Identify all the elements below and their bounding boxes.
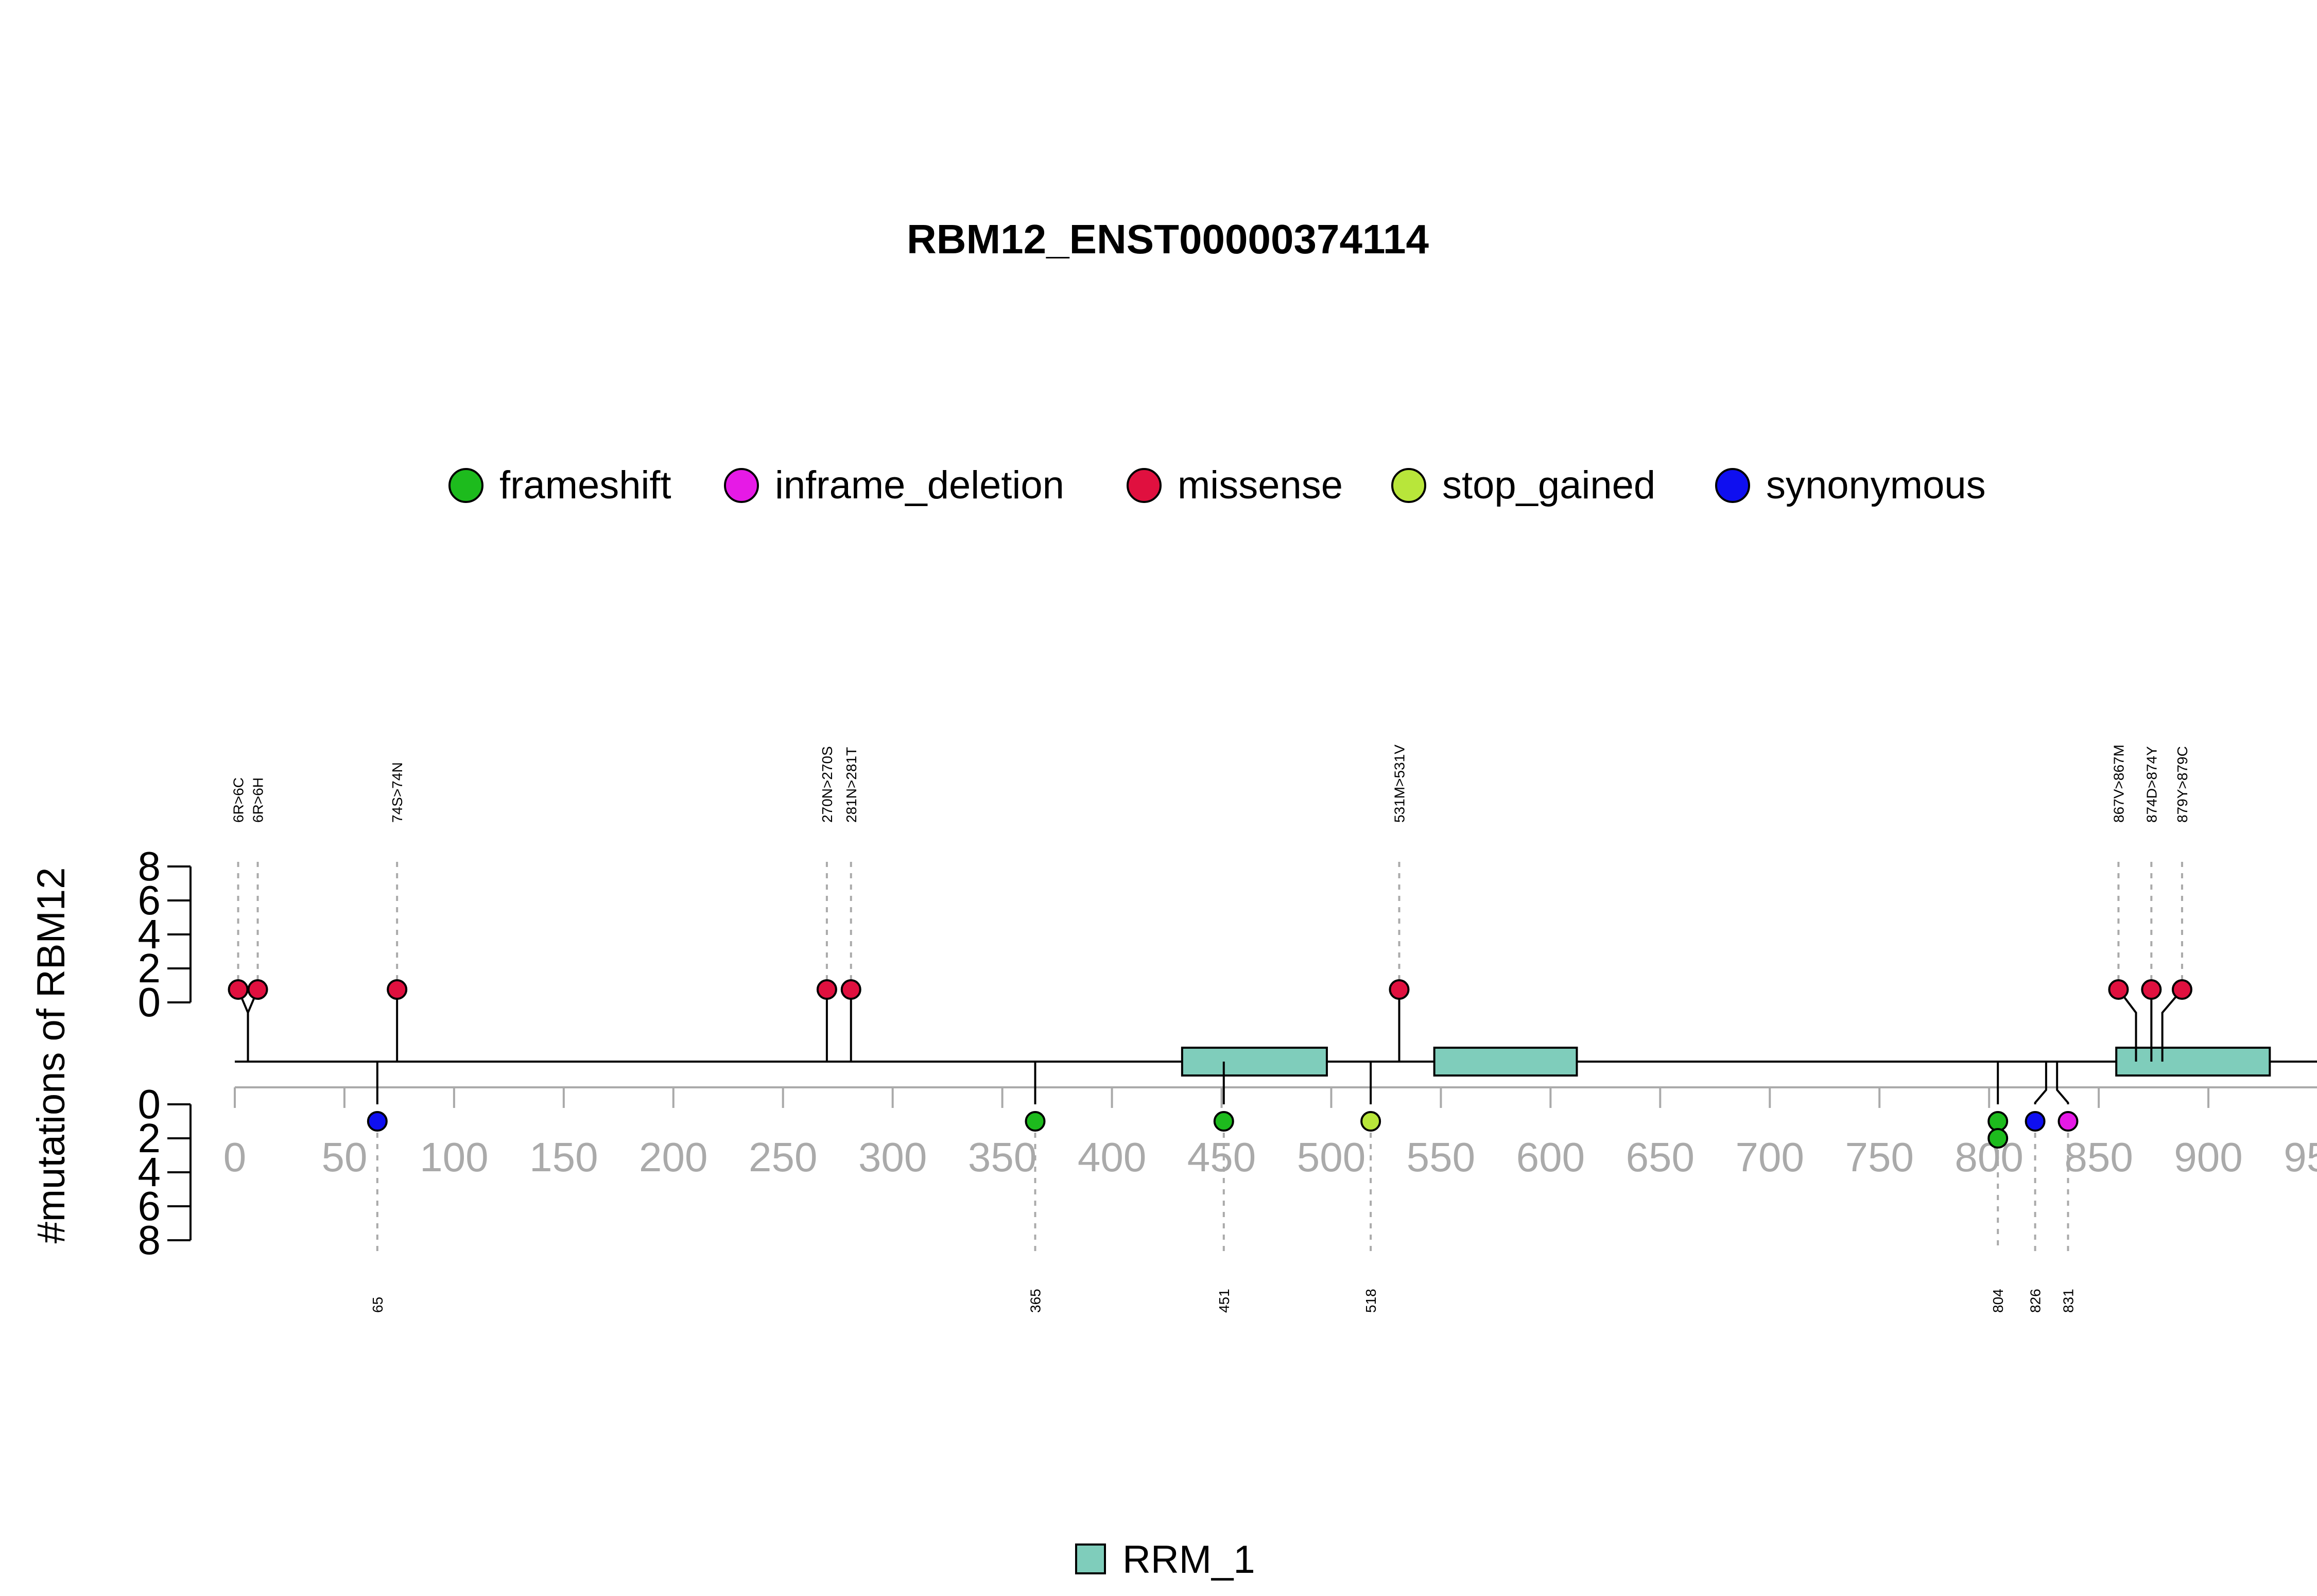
- legend-label-frameshift: frameshift: [499, 463, 671, 507]
- top-mutation-label: 74S>74N: [389, 762, 405, 823]
- x-tick-label: 950: [2284, 1134, 2317, 1180]
- top-y-tick-label: 2: [138, 945, 161, 991]
- bottom-mutation-label: 365: [1028, 1289, 1044, 1313]
- top-lollipop-head: [228, 979, 249, 1000]
- bottom-lollipop-head: [1360, 1111, 1381, 1132]
- bottom-lollipop-head: [1213, 1111, 1234, 1132]
- domain-box-RRM_1: [2115, 1047, 2271, 1077]
- domain-legend-label: RRM_1: [1122, 1538, 1255, 1582]
- x-tick-label: 600: [1516, 1134, 1585, 1180]
- bottom-mutation-label: 65: [370, 1297, 386, 1313]
- bottom-y-tick-label: 8: [138, 1217, 161, 1263]
- bottom-mutation-label: 804: [1990, 1289, 2006, 1313]
- bottom-mutations: 65 365 451 518 804 826 831: [367, 1062, 2079, 1313]
- domain-legend-swatch: [1075, 1543, 1106, 1574]
- x-tick-label: 450: [1187, 1134, 1256, 1180]
- domains: [1181, 1047, 2271, 1077]
- x-tick-label: 400: [1078, 1134, 1146, 1180]
- top-mutation-label: 874D>874Y: [2143, 746, 2159, 823]
- domain-box-RRM_1: [1433, 1047, 1578, 1077]
- top-mutation-label: 6R>6C: [231, 777, 247, 823]
- legend-label-stop_gained: stop_gained: [1442, 463, 1655, 507]
- top-mutation-label: 867V>867M: [2111, 744, 2126, 823]
- bottom-lollipop-head: [367, 1111, 388, 1132]
- bottom-mutation-label: 518: [1363, 1289, 1379, 1313]
- x-tick-label: 700: [1736, 1134, 1804, 1180]
- top-mutations: 6R>6C 6R>6H 74S>74N 270N>270S 281N>281T 531M>…: [228, 744, 2192, 1062]
- top-y-tick-label: 0: [138, 979, 161, 1025]
- top-lollipop-head: [2141, 979, 2162, 1000]
- x-tick-label: 300: [858, 1134, 927, 1180]
- top-lollipop-head: [1389, 979, 1410, 1000]
- legend-swatch-missense: [1127, 468, 1162, 503]
- top-lollipop-head: [840, 979, 861, 1000]
- top-lollipop-head: [2108, 979, 2129, 1000]
- domain-box-RRM_1: [1181, 1047, 1328, 1077]
- legend-swatch-synonymous: [1715, 468, 1750, 503]
- legend-swatch-stop_gained: [1391, 468, 1426, 503]
- bottom-lollipop-head: [1025, 1111, 1046, 1132]
- top-stick: [237, 989, 249, 1062]
- x-tick-label: 350: [968, 1134, 1036, 1180]
- y-axis-label: #mutations of RBM12: [29, 868, 73, 1244]
- top-stick: [247, 989, 259, 1062]
- x-tick-label: 50: [321, 1134, 367, 1180]
- bottom-lollipop-head: [1987, 1111, 2009, 1132]
- bottom-lollipop-head: [2057, 1111, 2079, 1132]
- bottom-mutation-label: 451: [1216, 1289, 1232, 1313]
- bottom-mutation-label: 831: [2060, 1289, 2076, 1313]
- x-tick-label: 200: [639, 1134, 707, 1180]
- x-tick-label: 100: [420, 1134, 488, 1180]
- bottom-y-tick-label: 2: [138, 1115, 161, 1161]
- top-lollipop-head: [247, 979, 268, 1000]
- x-tick-label: 550: [1407, 1134, 1475, 1180]
- top-mutation-label: 6R>6H: [250, 777, 266, 823]
- bottom-stick: [2034, 1062, 2047, 1104]
- mutation-type-legend: frameshift inframe_deletion missense stop_g…: [448, 463, 1986, 507]
- legend-label-inframe_deletion: inframe_deletion: [775, 463, 1064, 507]
- bottom-y-tick-label: 4: [138, 1149, 161, 1195]
- x-tick-label: 500: [1297, 1134, 1365, 1180]
- bottom-lollipop-head: [1987, 1128, 2009, 1149]
- bottom-y-tick-label: 0: [138, 1081, 161, 1127]
- x-tick-label: 150: [529, 1134, 598, 1180]
- top-mutation-label: 531M>531V: [1392, 744, 1408, 823]
- x-tick-label: 750: [1845, 1134, 1913, 1180]
- legend-swatch-frameshift: [448, 468, 483, 503]
- legend-swatch-inframe_deletion: [724, 468, 759, 503]
- bottom-mutation-label: 826: [2028, 1289, 2044, 1313]
- x-tick-label: 900: [2174, 1134, 2242, 1180]
- top-lollipop-head: [387, 979, 408, 1000]
- x-tick-label: 850: [2064, 1134, 2133, 1180]
- legend-label-synonymous: synonymous: [1766, 463, 1986, 507]
- top-lollipop-head: [2171, 979, 2192, 1000]
- top-mutation-label: 270N>270S: [819, 746, 835, 823]
- bottom-lollipop-head: [2025, 1111, 2046, 1132]
- bottom-y-tick-label: 6: [138, 1183, 161, 1229]
- domain-legend: RRM_1: [1075, 1538, 1255, 1582]
- top-mutation-label: 281N>281T: [843, 747, 859, 823]
- top-y-tick-label: 8: [138, 843, 161, 889]
- top-y-tick-label: 4: [138, 911, 161, 957]
- top-y-tick-label: 6: [138, 877, 161, 923]
- x-tick-label: 0: [223, 1134, 247, 1180]
- top-lollipop-head: [816, 979, 837, 1000]
- bottom-stick: [2056, 1062, 2069, 1104]
- top-mutation-label: 879Y>879C: [2174, 746, 2190, 823]
- legend-label-missense: missense: [1178, 463, 1343, 507]
- chart-title: RBM12_ENST00000374114: [907, 216, 1429, 262]
- x-tick-label: 250: [749, 1134, 817, 1180]
- x-tick-label: 650: [1626, 1134, 1694, 1180]
